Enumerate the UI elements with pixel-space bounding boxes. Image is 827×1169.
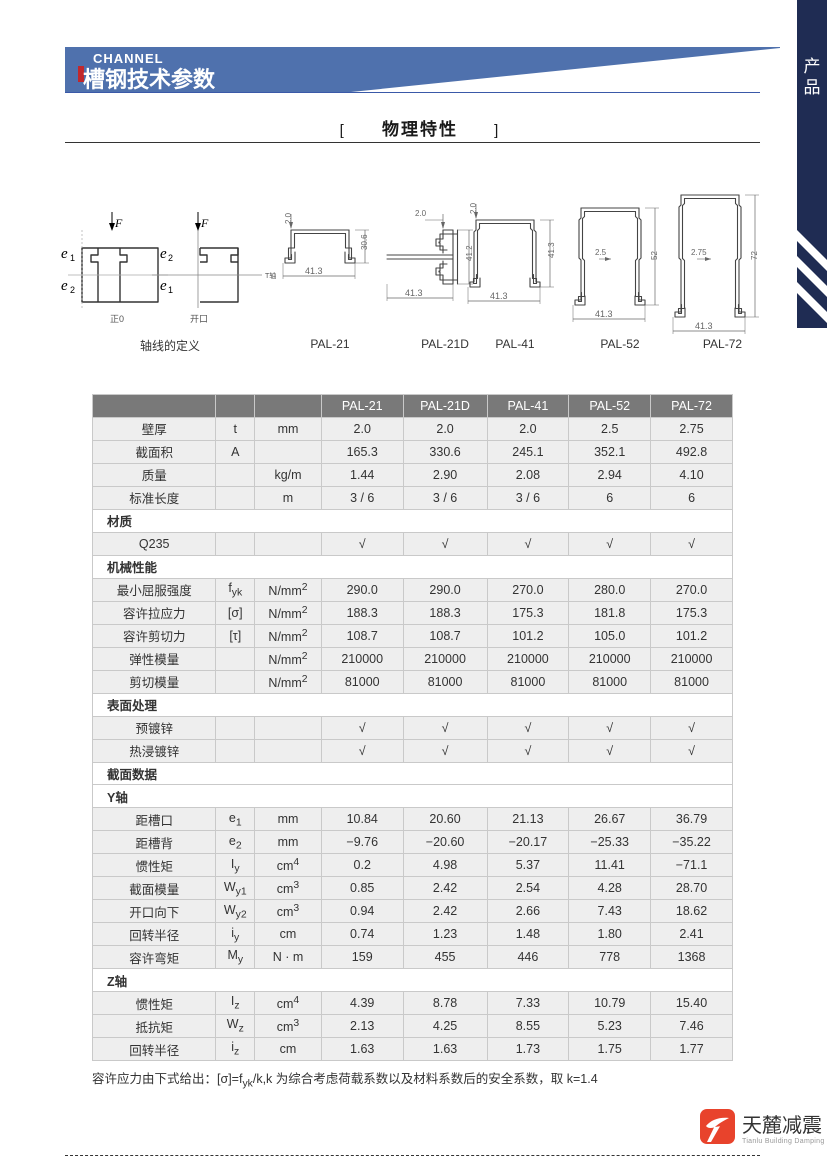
svg-text:F: F — [114, 216, 123, 230]
svg-text:e: e — [61, 278, 68, 294]
svg-text:e: e — [160, 278, 167, 294]
svg-text:2.5: 2.5 — [595, 248, 607, 257]
svg-text:e: e — [160, 246, 167, 262]
svg-text:41.3: 41.3 — [305, 266, 323, 276]
svg-text:2.0: 2.0 — [415, 209, 427, 218]
svg-text:72: 72 — [750, 251, 759, 260]
svg-text:2.75: 2.75 — [691, 248, 707, 257]
svg-text:30.6: 30.6 — [360, 234, 369, 250]
svg-text:Tianlu Building Damping: Tianlu Building Damping — [742, 1138, 825, 1145]
svg-text:2: 2 — [70, 285, 75, 295]
svg-text:正0: 正0 — [110, 314, 124, 324]
svg-text:2.0: 2.0 — [284, 212, 293, 224]
svg-text:1: 1 — [168, 285, 173, 295]
svg-text:2: 2 — [168, 253, 173, 263]
svg-text:41.3: 41.3 — [695, 321, 713, 331]
svg-text:41.3: 41.3 — [405, 288, 423, 298]
svg-text:开口: 开口 — [190, 314, 208, 324]
svg-text:e: e — [61, 246, 68, 262]
svg-text:2.0: 2.0 — [469, 202, 478, 214]
svg-text:52: 52 — [650, 251, 659, 260]
svg-text:41.3: 41.3 — [547, 242, 556, 258]
svg-text:F: F — [200, 216, 209, 230]
svg-text:41.3: 41.3 — [490, 291, 508, 301]
svg-text:天麓减震: 天麓减震 — [742, 1114, 822, 1137]
svg-text:1: 1 — [70, 253, 75, 263]
svg-text:41.3: 41.3 — [595, 309, 613, 319]
